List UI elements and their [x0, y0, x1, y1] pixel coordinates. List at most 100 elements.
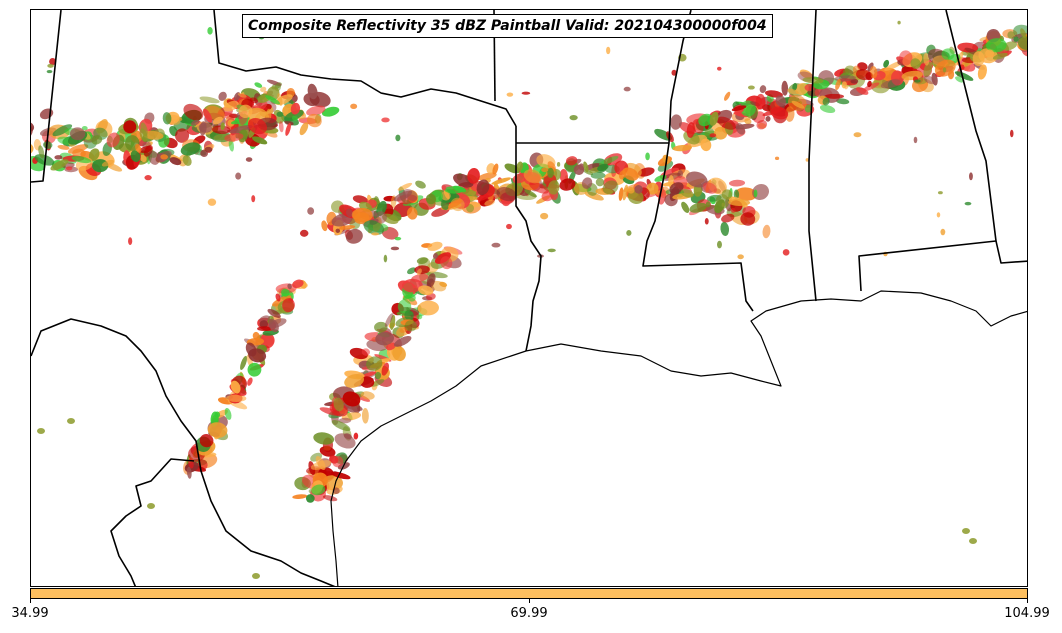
reflectivity-paintball-layer — [31, 20, 1027, 579]
mississippi-river-border — [642, 10, 754, 312]
reflectivity-blob — [618, 187, 624, 201]
reflectivity-blob — [913, 136, 918, 144]
reflectivity-blob — [670, 114, 682, 130]
reflectivity-blob — [220, 122, 225, 131]
reflectivity-blob — [207, 198, 217, 206]
reflectivity-blob — [547, 248, 556, 253]
reflectivity-blob — [765, 116, 771, 122]
reflectivity-blob — [224, 132, 244, 142]
reflectivity-blob — [199, 96, 220, 104]
reflectivity-blob — [276, 111, 284, 117]
reflectivity-blob — [199, 121, 207, 136]
reflectivity-blob — [338, 225, 356, 230]
georgia-florida-border — [995, 240, 1027, 264]
reflectivity-blob — [272, 295, 292, 307]
reflectivity-blob — [211, 125, 231, 135]
reflectivity-blob — [183, 103, 204, 121]
reflectivity-blob — [506, 92, 514, 97]
reflectivity-blob — [730, 207, 736, 213]
reflectivity-blob — [753, 189, 758, 198]
reflectivity-blob — [394, 236, 402, 241]
reflectivity-blob — [583, 161, 589, 173]
reflectivity-blob — [371, 232, 380, 236]
reflectivity-blob — [569, 115, 578, 121]
reflectivity-blob — [247, 377, 253, 386]
reflectivity-blob — [381, 117, 390, 123]
reflectivity-blob — [106, 132, 120, 148]
reflectivity-blob — [805, 158, 809, 162]
map-frame: Composite Reflectivity 35 dBZ Paintball … — [30, 9, 1028, 587]
reflectivity-blob — [259, 332, 275, 349]
reflectivity-blob — [954, 71, 974, 81]
reflectivity-blob — [330, 471, 351, 480]
reflectivity-blob — [321, 220, 328, 232]
reflectivity-blob — [47, 63, 54, 68]
colorbar-tick — [1027, 599, 1028, 603]
reflectivity-blob — [374, 211, 387, 224]
reflectivity-blob — [740, 100, 756, 117]
reflectivity-blob — [91, 135, 103, 145]
reflectivity-blob — [395, 134, 401, 142]
reflectivity-blob — [744, 118, 752, 125]
alabama-georgia-border — [858, 10, 997, 292]
reflectivity-blob — [228, 138, 234, 152]
reflectivity-blob — [492, 163, 499, 175]
reflectivity-blob — [686, 171, 708, 188]
reflectivity-blob — [287, 283, 292, 290]
reflectivity-blob — [985, 38, 1007, 53]
reflectivity-blob — [427, 241, 443, 251]
reflectivity-blob — [251, 136, 268, 145]
reflectivity-blob — [702, 182, 717, 194]
reflectivity-blob — [626, 230, 632, 236]
reflectivity-blob — [321, 106, 340, 117]
reflectivity-blob — [299, 122, 309, 136]
reflectivity-blob — [381, 362, 389, 376]
reflectivity-blob — [250, 97, 259, 104]
reflectivity-blob — [361, 408, 369, 424]
reflectivity-blob — [81, 125, 88, 131]
reflectivity-blob — [233, 125, 253, 132]
reflectivity-blob — [307, 207, 315, 215]
reflectivity-blob — [292, 494, 308, 499]
reflectivity-blob — [747, 85, 755, 90]
louisiana-coastline — [525, 290, 1027, 387]
reflectivity-blob — [923, 75, 935, 85]
reflectivity-blob — [342, 391, 361, 407]
reflectivity-blob — [307, 83, 318, 100]
reflectivity-blob — [857, 62, 868, 71]
reflectivity-blob — [627, 186, 635, 194]
reflectivity-blob — [716, 240, 722, 249]
reflectivity-blob — [416, 257, 429, 264]
reflectivity-blob — [252, 331, 260, 341]
reflectivity-blob — [425, 193, 437, 205]
reflectivity-blob — [404, 310, 414, 321]
texas-louisiana-border — [515, 126, 542, 352]
colorbar-tick-label-min: 34.99 — [11, 606, 49, 621]
reflectivity-blob — [226, 129, 242, 135]
reflectivity-blob — [775, 95, 786, 107]
reflectivity-blob — [404, 320, 417, 332]
reflectivity-blob — [417, 300, 439, 316]
reflectivity-blob — [681, 201, 690, 213]
reflectivity-blob — [941, 48, 955, 61]
reflectivity-blob — [257, 326, 272, 332]
reflectivity-blob — [180, 142, 201, 156]
reflectivity-blob — [352, 195, 368, 204]
reflectivity-blob — [484, 199, 495, 206]
reflectivity-blob — [186, 466, 192, 479]
reflectivity-blob — [867, 62, 874, 72]
reflectivity-blob — [444, 186, 463, 194]
reflectivity-blob — [130, 150, 141, 162]
reflectivity-blob — [540, 212, 549, 220]
reflectivity-blob — [714, 199, 725, 214]
reflectivity-blob — [306, 105, 326, 116]
reflectivity-blob — [756, 120, 768, 130]
reflectivity-blob — [1009, 129, 1014, 138]
reflectivity-blob — [735, 187, 757, 201]
reflectivity-blob — [985, 49, 995, 58]
reflectivity-blob — [397, 299, 412, 314]
reflectivity-blob — [142, 130, 164, 140]
reflectivity-blob — [267, 308, 281, 318]
colorbar-tick-label-max: 104.99 — [1004, 606, 1050, 621]
reflectivity-blob — [506, 223, 512, 230]
